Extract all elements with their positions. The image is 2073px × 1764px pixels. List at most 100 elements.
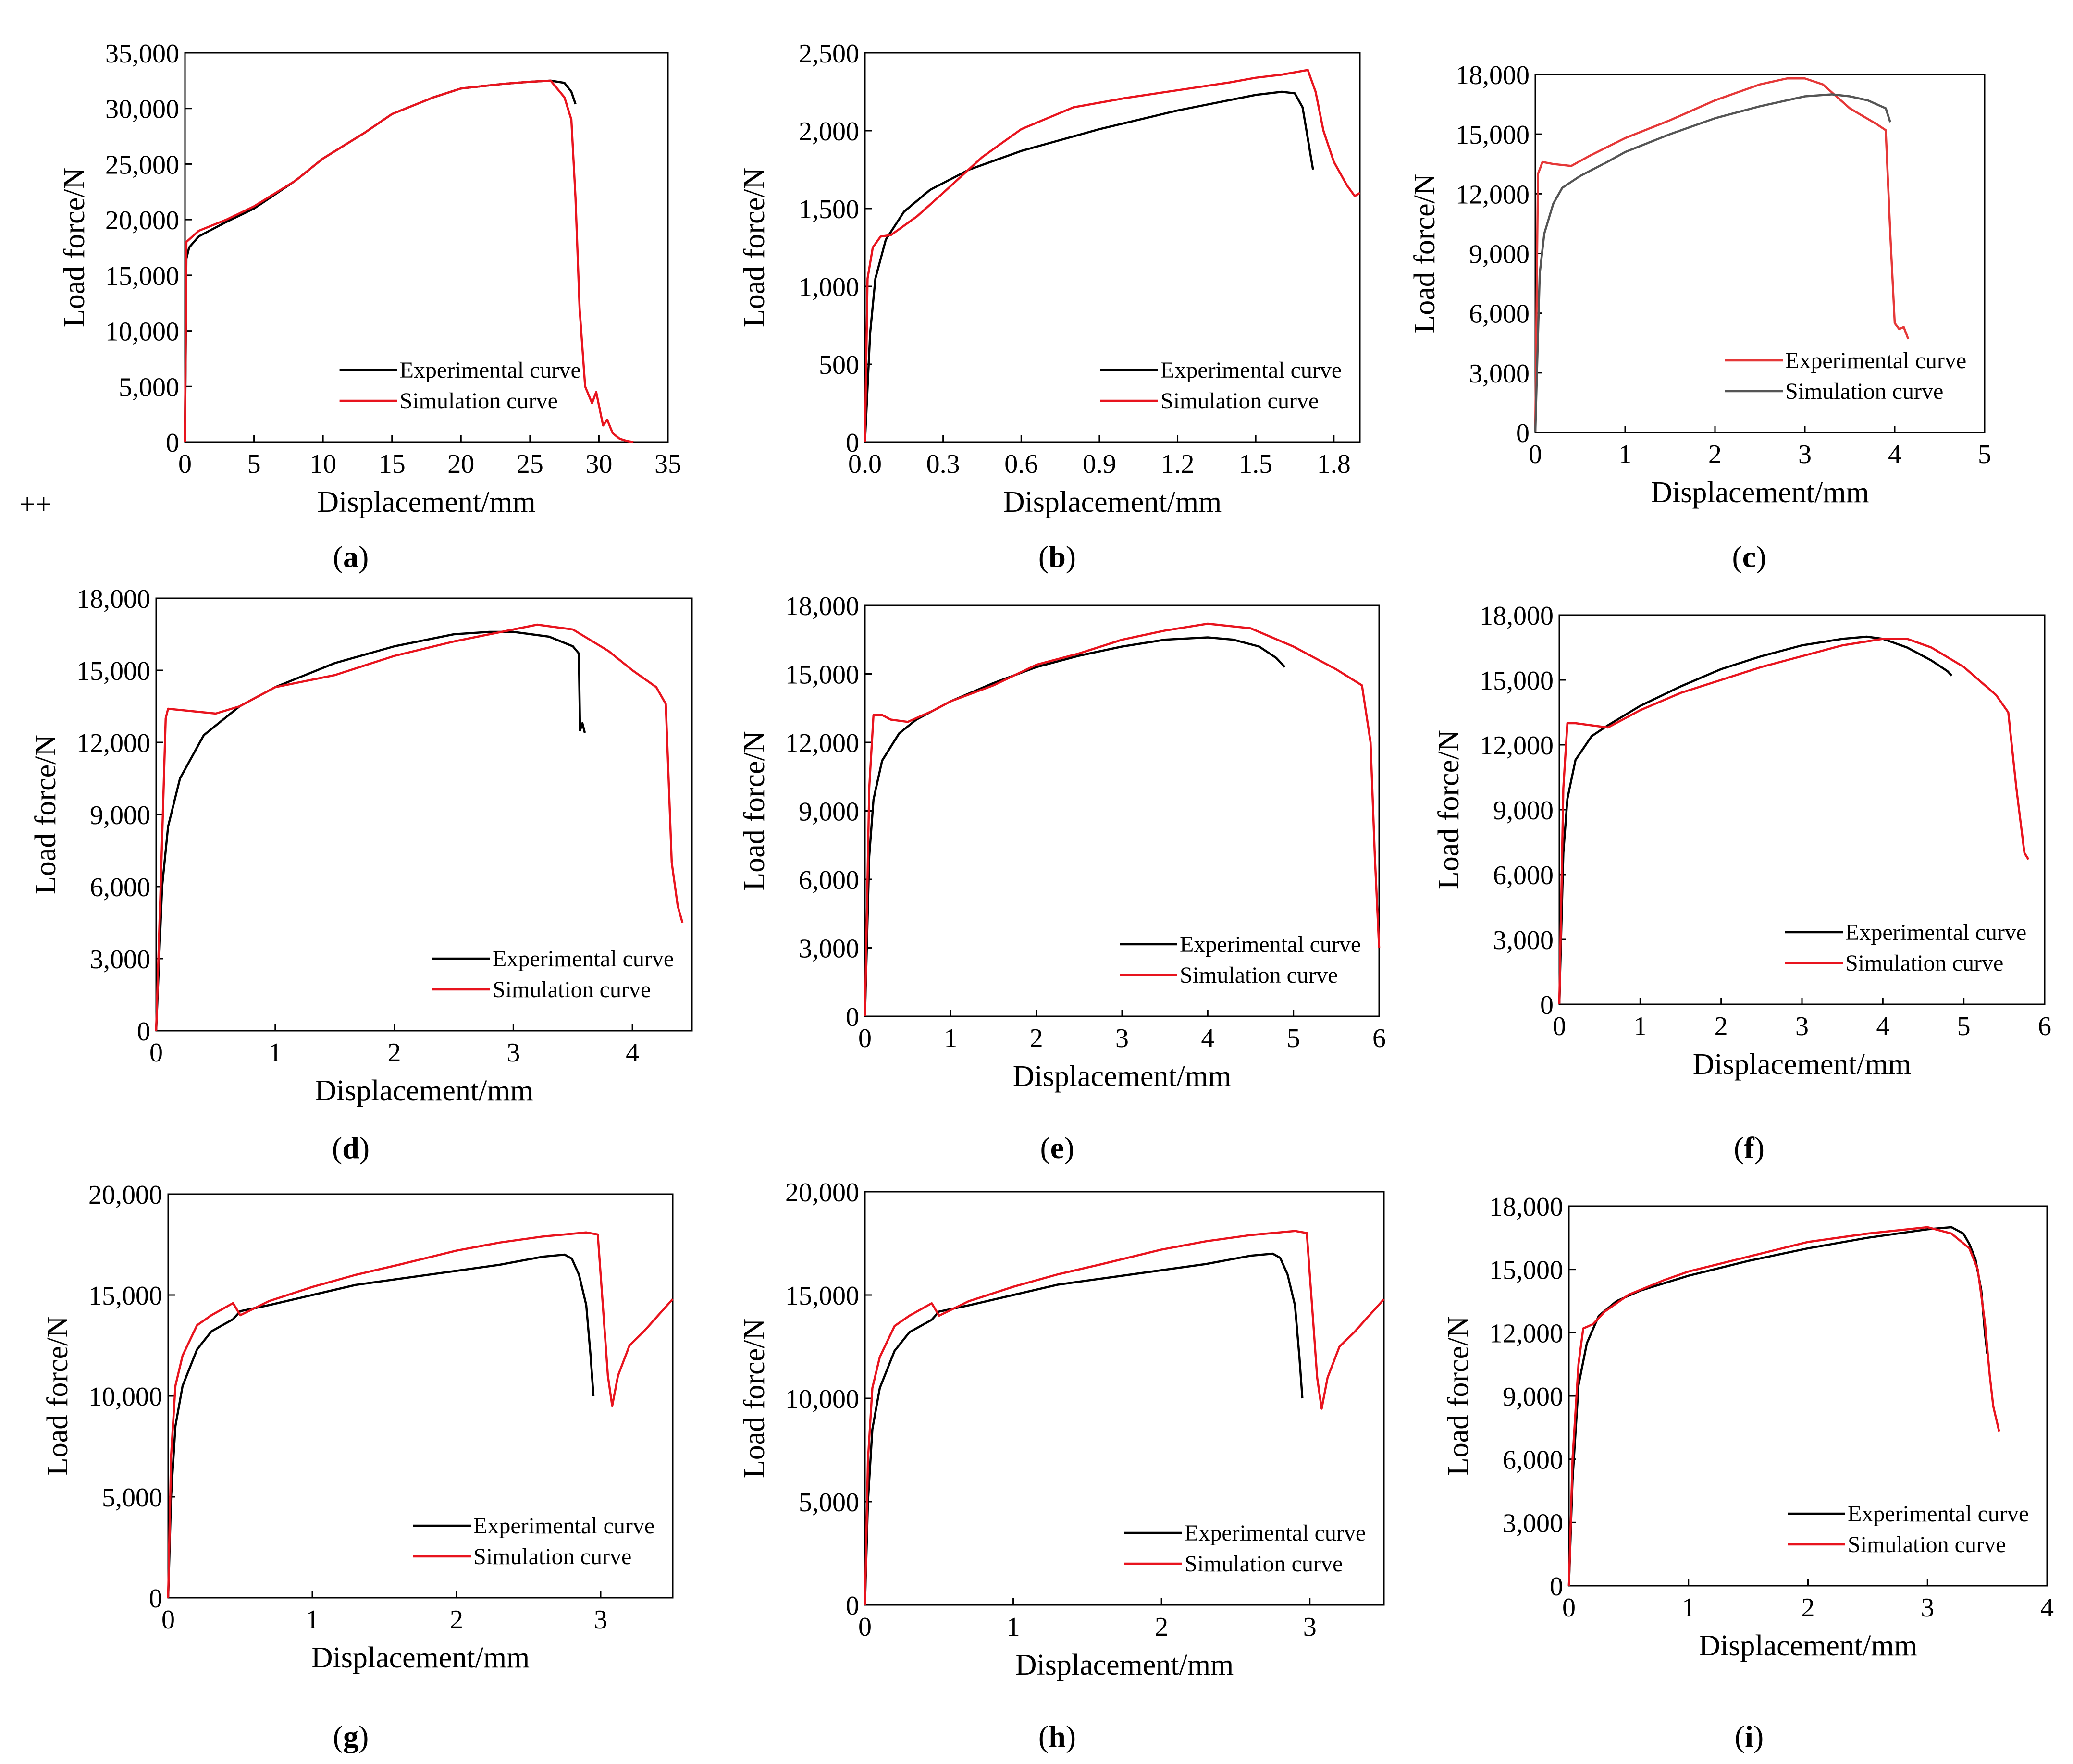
panel-f-series-simulation-line <box>1558 638 2030 1005</box>
panel-i-ylabel: Load force/N <box>1442 1316 1475 1476</box>
panel-f-xtick-label: 5 <box>1957 1012 1971 1041</box>
panel-d-ytick-label: 9,000 <box>90 801 150 830</box>
panel-e-xtick-label: 3 <box>1115 1024 1129 1053</box>
panel-g-ytick-label: 0 <box>149 1584 162 1614</box>
panel-d-xtick-label: 4 <box>626 1038 639 1068</box>
panel-h-ytick-label: 20,000 <box>785 1178 859 1208</box>
panel-e-ytick-label: 0 <box>846 1002 859 1032</box>
panel-f-xtick-label: 6 <box>2038 1012 2051 1041</box>
panel-e-ytick-label: 18,000 <box>785 592 859 621</box>
panel-b-xtick-label: 0.3 <box>926 449 960 479</box>
panel-i-xtick-label: 4 <box>2040 1593 2054 1623</box>
panel-g-ytick-label: 20,000 <box>88 1180 162 1210</box>
panel-a-xtick-label: 25 <box>517 449 543 479</box>
panel-c-ytick-label: 6,000 <box>1469 299 1530 329</box>
panel-c-series-simulation-line <box>1534 93 1891 433</box>
panel-h-ytick-label: 15,000 <box>785 1281 859 1311</box>
panel-d: 0 1 2 3 4 0 3,000 6,000 9,000 12,000 15,000 18,000 D… <box>29 584 693 1165</box>
panel-b-xtick-label: 0.6 <box>1004 449 1038 479</box>
panel-i-xtick-label: 0 <box>1562 1593 1576 1623</box>
panel-d-xlabel: Displacement/mm <box>315 1074 533 1107</box>
panel-e: 0 1 2 3 4 5 6 0 3,000 6,000 9,000 12,000 15,000 18,00… <box>738 592 1386 1165</box>
panel-a-xlabel: Displacement/mm <box>317 486 536 518</box>
panel-f-ytick-label: 0 <box>1540 990 1554 1020</box>
panel-b: 0.0 0.3 0.6 0.9 1.2 1.5 1.8 0 500 1,000 1,500 2,000… <box>738 39 1361 574</box>
panel-d-ylabel: Load force/N <box>29 735 62 894</box>
panel-e-ylabel: Load force/N <box>738 731 771 890</box>
panel-i-ytick-label: 3,000 <box>1503 1508 1563 1538</box>
panel-d-ytick-label: 6,000 <box>90 873 150 902</box>
panel-e-ytick-label: 15,000 <box>785 660 859 690</box>
panel-b-ylabel: Load force/N <box>738 168 771 327</box>
panel-a: 0 5 10 15 20 25 30 35 0 5,000 10,000 15,000 20,000 25… <box>58 39 681 574</box>
panel-f-xtick-label: 1 <box>1633 1012 1647 1041</box>
panel-f-legend-label: Simulation curve <box>1845 950 2003 976</box>
panel-i: 0 1 2 3 4 0 3,000 6,000 9,000 12,000 15,000 18,000 D… <box>1442 1192 2054 1753</box>
panel-i-ytick-label: 9,000 <box>1503 1382 1563 1412</box>
panel-h-ytick-label: 10,000 <box>785 1384 859 1414</box>
panel-i-xtick-label: 3 <box>1921 1593 1934 1623</box>
panel-i-ytick-label: 15,000 <box>1489 1256 1563 1285</box>
panel-d-series-experimental-line <box>155 630 586 1031</box>
panel-g-ylabel: Load force/N <box>41 1316 74 1476</box>
panel-i-xlabel: Displacement/mm <box>1699 1629 1917 1662</box>
panel-b-frame <box>864 52 1361 443</box>
panel-b-xlabel: Displacement/mm <box>1003 486 1222 518</box>
panel-e-xtick-label: 1 <box>944 1024 957 1053</box>
panel-e-legend-label: Experimental curve <box>1180 932 1361 957</box>
panel-b-caption: (b) <box>1038 540 1076 574</box>
panel-h-xlabel: Displacement/mm <box>1015 1649 1234 1681</box>
panel-c-ytick-label: 0 <box>1516 419 1530 448</box>
panel-h-xtick-label: 2 <box>1155 1612 1168 1642</box>
panel-d-series-simulation-line <box>155 623 684 1031</box>
panel-f-legend-label: Experimental curve <box>1845 920 2026 945</box>
panel-d-xtick-label: 3 <box>506 1038 520 1068</box>
panel-h-ytick-label: 0 <box>846 1591 859 1621</box>
panel-c-xtick-label: 2 <box>1708 440 1722 469</box>
panel-g-xtick-label: 0 <box>161 1605 175 1635</box>
panel-i-caption: (i) <box>1735 1719 1764 1753</box>
panel-a-legend-label: Experimental curve <box>400 358 581 383</box>
panel-h-caption: (h) <box>1038 1719 1076 1753</box>
panel-a-xtick-label: 10 <box>309 449 336 479</box>
panel-h: 0 1 2 3 0 5,000 10,000 15,000 20,000 Displacement… <box>738 1178 1385 1753</box>
panel-c-ytick-label: 12,000 <box>1456 180 1530 210</box>
panel-h-xtick-label: 3 <box>1303 1612 1317 1642</box>
panel-f-ytick-label: 6,000 <box>1493 861 1554 890</box>
panel-g-series-simulation-line <box>167 1231 674 1598</box>
panel-e-xtick-label: 0 <box>858 1024 872 1053</box>
panel-b-xtick-label: 1.8 <box>1317 449 1351 479</box>
panel-a-ylabel: Load force/N <box>58 168 91 327</box>
panel-e-ytick-label: 6,000 <box>799 865 859 895</box>
panel-c-ytick-label: 3,000 <box>1469 359 1530 389</box>
panel-a-series-simulation-line <box>184 79 634 444</box>
panel-a-ytick-label: 10,000 <box>105 317 179 347</box>
panel-c-legend-label: Simulation curve <box>1785 379 1943 404</box>
panel-d-xtick-label: 1 <box>269 1038 282 1068</box>
panel-d-ytick-label: 12,000 <box>76 728 150 758</box>
panel-e-xtick-label: 4 <box>1201 1024 1214 1053</box>
panel-a-xtick-label: 20 <box>447 449 474 479</box>
panel-i-ytick-label: 18,000 <box>1489 1192 1563 1222</box>
panel-a-ytick-label: 5,000 <box>119 372 179 402</box>
panel-i-xtick-label: 1 <box>1682 1593 1695 1623</box>
panel-b-series-simulation-line <box>864 69 1361 443</box>
panel-f-xtick-label: 0 <box>1553 1012 1566 1041</box>
panel-i-series-simulation-line <box>1567 1226 2000 1586</box>
panel-c-xlabel: Displacement/mm <box>1651 476 1869 509</box>
panel-d-xtick-label: 0 <box>149 1038 163 1068</box>
panel-g-xtick-label: 2 <box>450 1605 463 1635</box>
panel-h-legend-label: Experimental curve <box>1185 1520 1366 1546</box>
panel-d-legend-label: Experimental curve <box>493 946 674 972</box>
panel-g-xtick-label: 3 <box>594 1605 607 1635</box>
panel-g-caption: (g) <box>333 1719 369 1753</box>
panel-f-xtick-label: 3 <box>1795 1012 1809 1041</box>
panel-a-xtick-label: 15 <box>379 449 406 479</box>
panel-h-xtick-label: 1 <box>1007 1612 1020 1642</box>
panel-d-ytick-label: 3,000 <box>90 945 150 975</box>
panel-g-xtick-label: 1 <box>306 1605 319 1635</box>
panel-b-legend-label: Experimental curve <box>1160 358 1342 383</box>
panel-i-ytick-label: 6,000 <box>1503 1445 1563 1475</box>
panel-d-xtick-label: 2 <box>388 1038 401 1068</box>
